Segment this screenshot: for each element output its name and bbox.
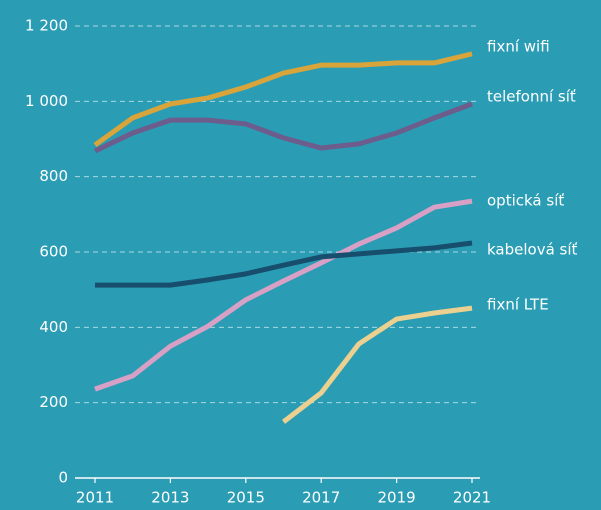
y-tick-label: 0 [58, 469, 68, 487]
line-series [281, 305, 473, 424]
x-tick-label: 2019 [378, 489, 416, 507]
y-tick-label: 800 [39, 167, 68, 185]
line-series [93, 101, 473, 154]
x-tick-label: 2017 [302, 489, 340, 507]
line-series [93, 51, 473, 148]
series-label: telefonní síť [487, 87, 576, 105]
x-tick-label: 2021 [453, 489, 491, 507]
y-tick-label: 400 [39, 318, 68, 336]
series-label: fixní wifi [487, 37, 550, 55]
x-tick-label: 2015 [227, 489, 265, 507]
series-label: optická síť [487, 192, 564, 210]
x-tick-label: 2011 [76, 489, 114, 507]
series-label: fixní LTE [487, 296, 549, 314]
y-tick-label: 1 200 [25, 17, 68, 35]
y-tick-label: 1 000 [25, 92, 68, 110]
line-series [95, 240, 473, 288]
line-series [94, 198, 473, 392]
series-label: kabelová síť [487, 240, 578, 258]
y-tick-label: 600 [39, 243, 68, 261]
x-tick-label: 2013 [151, 489, 189, 507]
y-tick-label: 200 [39, 393, 68, 411]
